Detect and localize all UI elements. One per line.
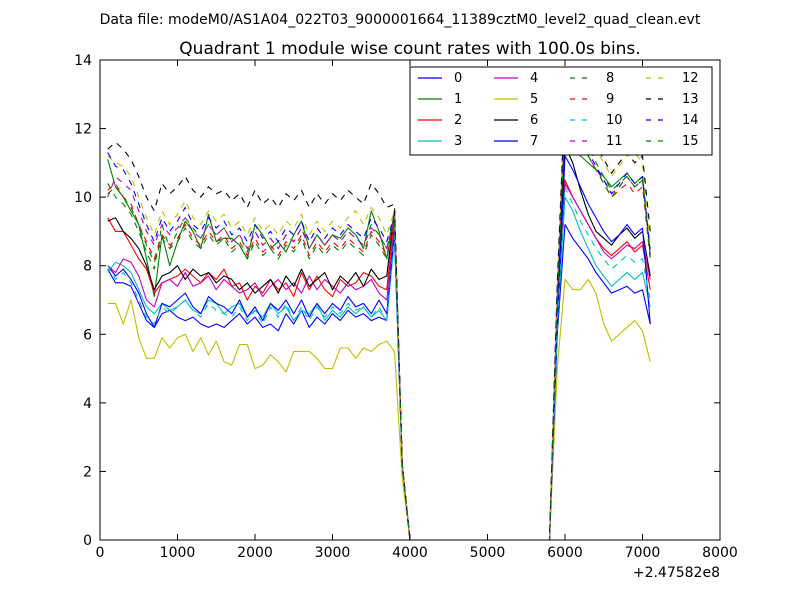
y-tick-label: 6: [83, 327, 92, 343]
legend-entry-3: 3: [418, 134, 462, 149]
legend-label: 12: [682, 71, 699, 86]
legend-entry-1: 1: [418, 92, 462, 107]
legend-entry-5: 5: [494, 92, 538, 107]
series-line-6: [107, 145, 651, 541]
axis-ticks: 0 1000 2000 3000 4000 5000 6000 7000 80000246810…: [74, 53, 738, 561]
x-offset-label: +2.47582e8: [633, 565, 720, 581]
legend-entry-14: 14: [646, 113, 699, 128]
legend-label: 2: [454, 113, 462, 128]
x-tick-label: 2000: [237, 545, 273, 561]
x-tick-label: 4000: [392, 545, 428, 561]
legend-label: 11: [606, 134, 623, 149]
legend-label: 13: [682, 92, 699, 107]
legend-entry-15: 15: [646, 134, 699, 149]
legend-entry-8: 8: [570, 71, 614, 86]
series-line-0: [107, 224, 651, 541]
legend-entry-12: 12: [646, 71, 699, 86]
legend-entry-10: 10: [570, 113, 623, 128]
series-line-10: [107, 186, 651, 541]
legend-entry-2: 2: [418, 113, 462, 128]
legend-label: 15: [682, 134, 699, 149]
legend-label: 14: [682, 113, 699, 128]
legend-entry-9: 9: [570, 92, 614, 107]
legend-entry-0: 0: [418, 71, 462, 86]
series-line-5: [107, 278, 651, 541]
x-tick-label: 5000: [470, 545, 506, 561]
legend-label: 4: [530, 71, 538, 86]
series-line-9: [107, 107, 651, 541]
x-tick-label: 3000: [315, 545, 351, 561]
y-tick-label: 8: [83, 259, 92, 275]
legend-entry-11: 11: [570, 134, 623, 149]
x-tick-label: 7000: [625, 545, 661, 561]
chart-title: Quadrant 1 module wise count rates with …: [179, 39, 640, 59]
x-tick-label: 8000: [702, 545, 738, 561]
series-line-15: [107, 117, 651, 541]
legend-label: 7: [530, 134, 538, 149]
series-line-3: [107, 196, 651, 541]
y-tick-label: 12: [74, 122, 92, 138]
y-tick-label: 10: [74, 190, 92, 206]
legend-label: 0: [454, 71, 462, 86]
legend-entry-6: 6: [494, 113, 538, 128]
legend-label: 5: [530, 92, 538, 107]
legend-label: 10: [606, 113, 623, 128]
y-tick-label: 2: [83, 464, 92, 480]
legend-entry-4: 4: [494, 71, 538, 86]
legend-label: 1: [454, 92, 462, 107]
legend-entry-13: 13: [646, 92, 699, 107]
legend-label: 9: [606, 92, 614, 107]
x-tick-label: 1000: [160, 545, 196, 561]
legend-entry-7: 7: [494, 134, 538, 149]
y-tick-label: 14: [74, 53, 92, 69]
legend-frame: [409, 66, 713, 156]
y-tick-label: 4: [83, 396, 92, 412]
series-line-11: [107, 110, 651, 541]
y-tick-label: 0: [83, 533, 92, 549]
legend-label: 3: [454, 134, 462, 149]
x-tick-label: 0: [96, 545, 105, 561]
x-tick-label: 6000: [547, 545, 583, 561]
series-layer: [107, 86, 651, 541]
legend-label: 6: [530, 113, 538, 128]
figure-suptitle: Data file: modeM0/AS1A04_022T03_90000016…: [100, 12, 701, 28]
legend-label: 8: [606, 71, 614, 86]
